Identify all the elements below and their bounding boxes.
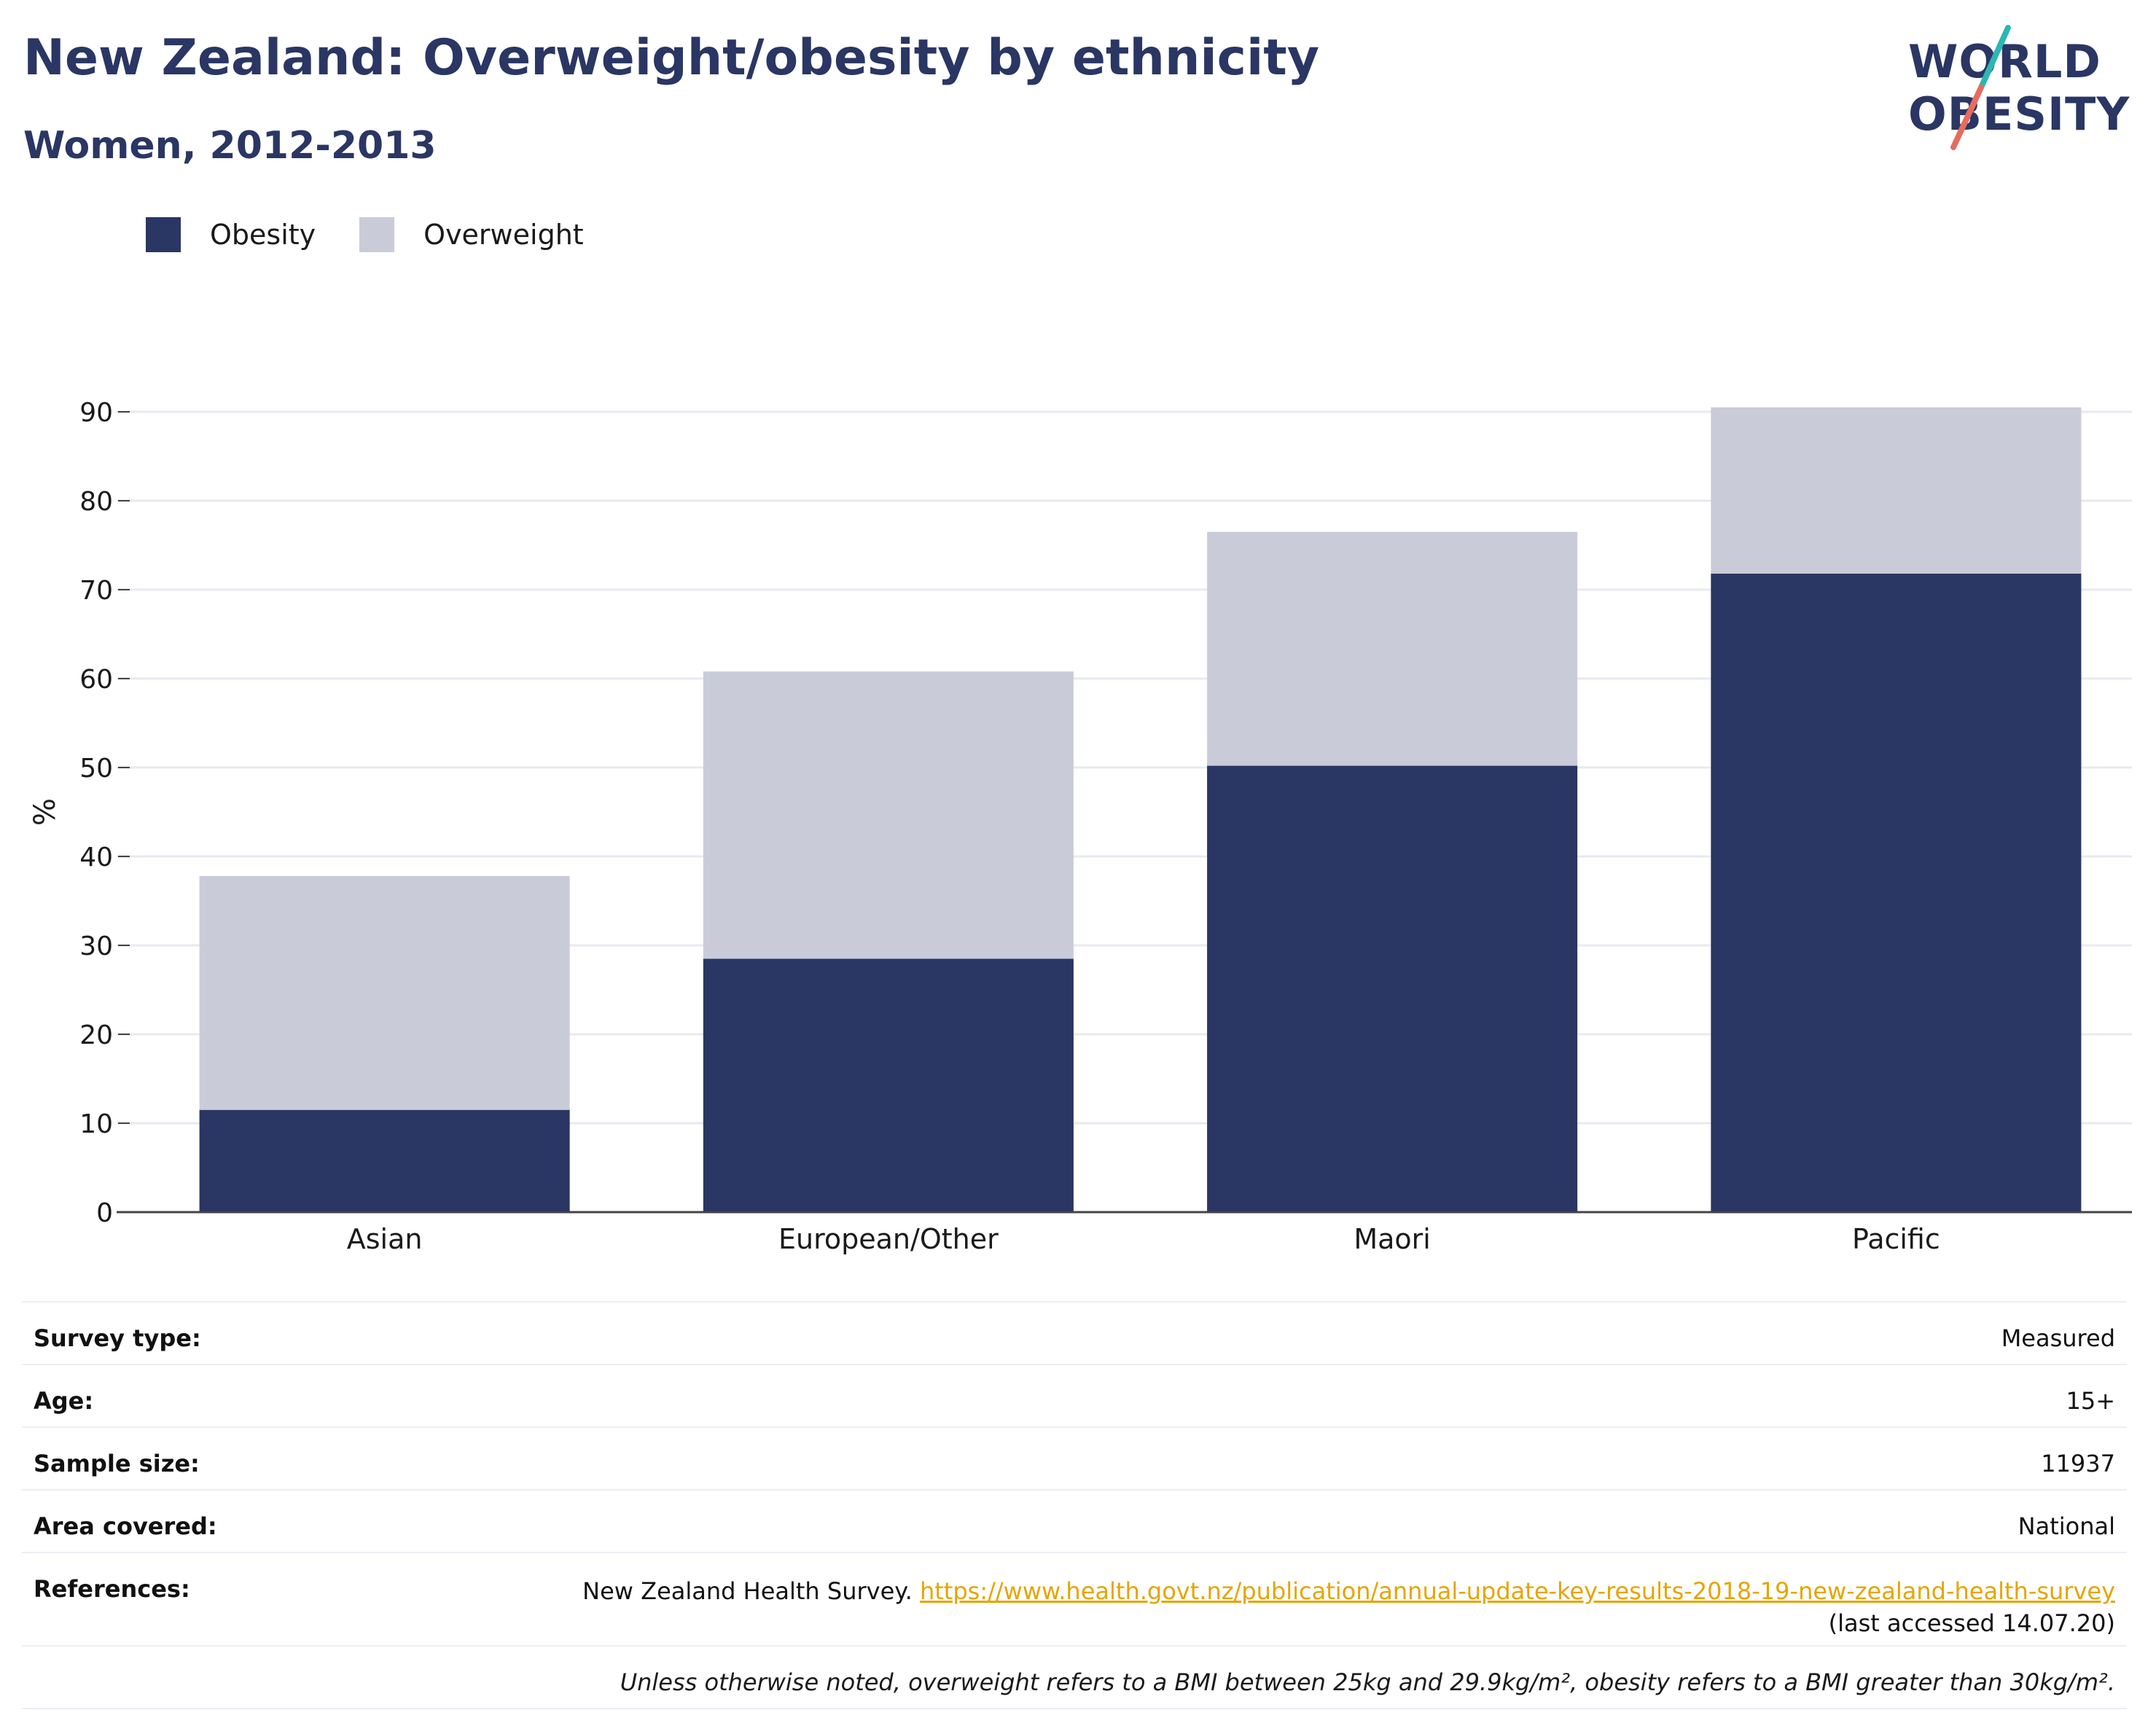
- info-row-area: Area covered: National: [22, 1489, 2127, 1552]
- y-tick-label: 80: [79, 487, 113, 517]
- legend-item-obesity[interactable]: Obesity: [146, 217, 316, 252]
- bar-overweight-pacific: [1711, 407, 2082, 574]
- area-value: National: [2018, 1512, 2115, 1540]
- bar-obesity-european-other: [703, 958, 1074, 1212]
- x-tick-label: European/Other: [778, 1223, 999, 1255]
- survey-info-table: Survey type: Measured Age: 15+ Sample si…: [22, 1301, 2127, 1709]
- sample-size-label: Sample size:: [34, 1450, 200, 1477]
- bar-obesity-asian: [199, 1109, 570, 1212]
- bar-overweight-maori: [1207, 531, 1578, 766]
- bar-obesity-pacific: [1711, 574, 2082, 1212]
- logo-line-2: OBESITY: [1908, 87, 2130, 141]
- legend-label-overweight: Overweight: [423, 219, 584, 251]
- y-axis-label: %: [28, 798, 62, 826]
- chart-title: New Zealand: Overweight/obesity by ethni…: [23, 29, 1320, 87]
- survey-type-label: Survey type:: [34, 1324, 201, 1352]
- legend-swatch-overweight: [359, 217, 395, 252]
- legend-swatch-obesity: [146, 217, 181, 252]
- info-row-note: Unless otherwise noted, overweight refer…: [22, 1645, 2127, 1709]
- y-tick-label: 20: [79, 1020, 113, 1050]
- references-prefix: New Zealand Health Survey.: [582, 1577, 913, 1605]
- x-tick-label: Maori: [1354, 1223, 1431, 1255]
- info-row-sample-size: Sample size: 11937: [22, 1426, 2127, 1489]
- bar-chart: 0 10 20 30 40 50 60 70 80 90% Asian European/Other M…: [28, 398, 2132, 1255]
- y-tick-label: 50: [79, 754, 113, 784]
- references-label: References:: [34, 1575, 190, 1603]
- world-obesity-logo: WORLD OBESITY: [1895, 22, 2143, 153]
- info-row-references: References: New Zealand Health Survey. h…: [22, 1552, 2127, 1645]
- bmi-definition-note: Unless otherwise noted, overweight refer…: [620, 1668, 2115, 1696]
- area-label: Area covered:: [34, 1512, 217, 1540]
- y-tick-label: 60: [79, 665, 113, 695]
- chart-legend: Obesity Overweight: [146, 217, 628, 252]
- age-label: Age:: [34, 1387, 94, 1415]
- sample-size-value: 11937: [2041, 1450, 2115, 1477]
- y-tick-label: 70: [79, 576, 113, 606]
- legend-label-obesity: Obesity: [210, 219, 316, 251]
- y-tick-label: 10: [79, 1109, 113, 1139]
- x-tick-label: Pacific: [1852, 1223, 1940, 1255]
- bar-overweight-european-other: [703, 671, 1074, 959]
- y-tick-label: 30: [79, 932, 113, 961]
- references-suffix: (last accessed 14.07.20): [1828, 1609, 2115, 1637]
- bar-obesity-maori: [1207, 765, 1578, 1212]
- age-value: 15+: [2066, 1387, 2115, 1415]
- references-link[interactable]: https://www.health.govt.nz/publication/a…: [919, 1577, 2115, 1605]
- y-tick-label: 40: [79, 843, 113, 872]
- logo-line-1: WORLD: [1908, 35, 2101, 88]
- info-row-survey-type: Survey type: Measured: [22, 1301, 2127, 1364]
- survey-type-value: Measured: [2001, 1324, 2115, 1352]
- logo-slash-icon: [1950, 25, 2011, 150]
- x-tick-label: Asian: [347, 1223, 423, 1255]
- references-value: New Zealand Health Survey. https://www.h…: [582, 1575, 2115, 1639]
- bar-overweight-asian: [199, 875, 570, 1110]
- y-tick-label: 90: [79, 398, 113, 428]
- chart-subtitle: Women, 2012-2013: [23, 124, 437, 168]
- y-tick-label: 0: [96, 1198, 113, 1228]
- info-row-age: Age: 15+: [22, 1364, 2127, 1426]
- legend-item-overweight[interactable]: Overweight: [359, 217, 584, 252]
